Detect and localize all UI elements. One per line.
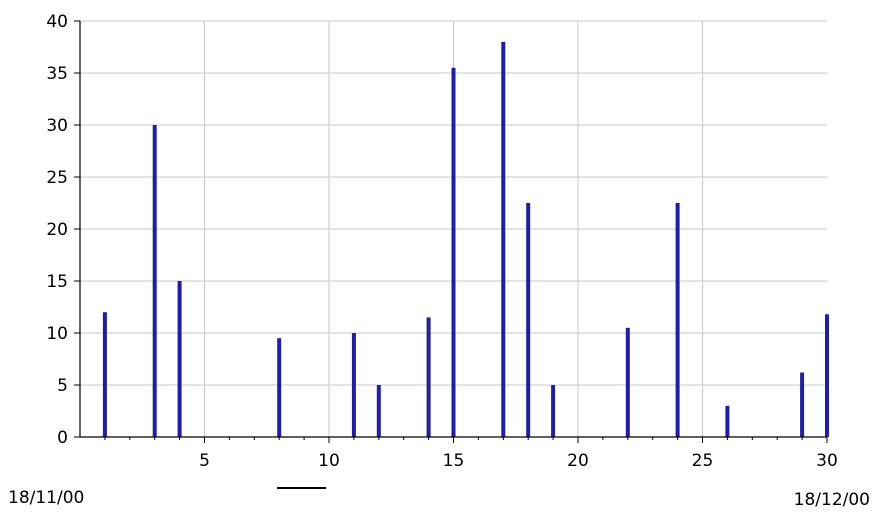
y-axis-ticks: 0 5 10 15 20 25 30 35 40 <box>46 12 80 448</box>
bar <box>452 68 456 437</box>
bar <box>427 317 431 437</box>
x-tick-label: 30 <box>816 451 838 471</box>
bar <box>800 373 804 437</box>
x-tick-label: 10 <box>318 451 340 471</box>
start-date-label: 18/11/00 <box>8 488 84 508</box>
y-tick-label: 35 <box>46 64 68 84</box>
y-tick-label: 5 <box>57 376 68 396</box>
bar <box>277 338 281 437</box>
bar <box>153 125 157 437</box>
y-tick-label: 20 <box>46 220 68 240</box>
x-axis-ticks: 5 10 15 20 25 30 <box>105 437 838 471</box>
bar <box>103 312 107 437</box>
bar <box>676 203 680 437</box>
y-tick-label: 10 <box>46 324 68 344</box>
y-tick-label: 25 <box>46 168 68 188</box>
bar <box>551 385 555 437</box>
bar <box>178 281 182 437</box>
bar <box>626 328 630 437</box>
end-date-label: 18/12/00 <box>794 490 870 510</box>
x-tick-label: 20 <box>567 451 589 471</box>
y-tick-label: 40 <box>46 12 68 32</box>
bar <box>377 385 381 437</box>
bar-series <box>103 42 829 437</box>
bar <box>725 406 729 437</box>
bar <box>526 203 530 437</box>
y-tick-label: 15 <box>46 272 68 292</box>
x-tick-label: 15 <box>443 451 465 471</box>
bar <box>825 314 829 437</box>
x-tick-label: 5 <box>199 451 210 471</box>
y-tick-label: 0 <box>57 428 68 448</box>
y-tick-label: 30 <box>46 116 68 136</box>
bar <box>501 42 505 437</box>
x-tick-label: 25 <box>692 451 714 471</box>
bar <box>352 333 356 437</box>
